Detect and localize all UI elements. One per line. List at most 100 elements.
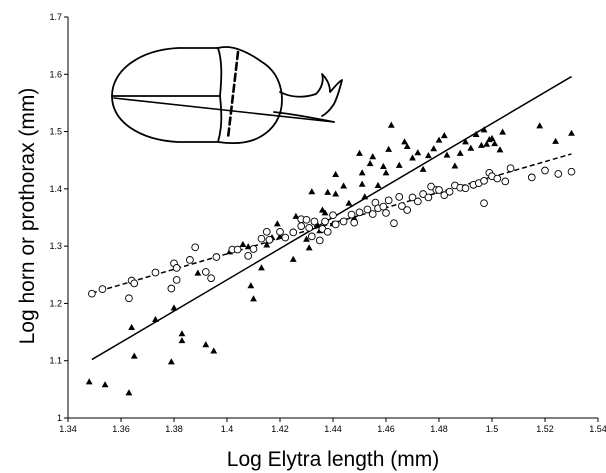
data-point-circle xyxy=(384,196,393,205)
x-tick-label: 1.42 xyxy=(271,424,289,434)
data-point-triangle xyxy=(324,188,332,195)
data-point-triangle xyxy=(536,122,544,129)
data-point-triangle xyxy=(85,378,93,385)
x-tick-label: 1.5 xyxy=(486,424,499,434)
data-point-circle xyxy=(323,227,332,236)
data-point-triangle xyxy=(178,330,186,337)
data-point-triangle xyxy=(292,212,300,219)
data-point-circle xyxy=(480,176,488,185)
data-point-triangle xyxy=(483,140,491,147)
data-point-triangle xyxy=(350,214,358,221)
data-point-triangle xyxy=(258,264,265,271)
data-point-circle xyxy=(172,276,181,284)
data-point-triangle xyxy=(303,235,310,242)
y-tick-label: 1.2 xyxy=(49,298,62,308)
data-point-triangle xyxy=(239,240,247,247)
prothorax-measure-line xyxy=(226,50,240,140)
data-point-circle xyxy=(395,193,404,201)
data-point-triangle xyxy=(130,352,138,359)
data-point-triangle xyxy=(250,295,257,302)
data-point-circle xyxy=(390,219,398,228)
data-point-circle xyxy=(167,284,176,293)
data-point-circle xyxy=(172,264,181,272)
x-tick-label: 1.34 xyxy=(59,424,77,434)
x-axis-title: Log Elytra length (mm) xyxy=(227,448,439,471)
data-point-triangle xyxy=(491,140,499,147)
elytra-measure-line xyxy=(113,97,335,123)
data-point-triangle xyxy=(414,149,422,156)
data-point-circle xyxy=(403,206,412,214)
data-point-circle xyxy=(461,184,470,193)
data-point-circle xyxy=(244,252,253,260)
data-point-triangle xyxy=(467,144,475,151)
data-point-triangle xyxy=(273,220,281,227)
data-point-triangle xyxy=(462,138,469,145)
data-point-circle xyxy=(233,245,242,254)
beetle-prothorax-outline xyxy=(217,46,283,145)
data-point-triangle xyxy=(289,255,297,262)
beetle-horn-upper xyxy=(279,73,343,117)
y-tick-label: 1.7 xyxy=(49,12,62,22)
x-tick-label: 1.44 xyxy=(324,424,342,434)
data-point-circle xyxy=(289,228,298,237)
data-point-triangle xyxy=(358,169,366,176)
data-point-circle xyxy=(315,236,324,245)
data-point-triangle xyxy=(101,381,109,388)
y-tick-label: 1.4 xyxy=(49,184,62,194)
data-point-triangle xyxy=(443,151,451,158)
data-point-circle xyxy=(398,202,406,210)
data-point-circle xyxy=(350,218,359,227)
data-point-triangle xyxy=(345,199,353,206)
data-point-circle xyxy=(368,210,377,218)
data-point-circle xyxy=(493,174,502,183)
data-point-circle xyxy=(276,227,284,236)
beetle-elytra-outline xyxy=(111,47,223,143)
data-point-triangle xyxy=(167,358,175,365)
data-point-circle xyxy=(554,170,563,178)
data-point-circle xyxy=(440,191,449,200)
data-point-circle xyxy=(413,197,422,206)
data-point-triangle xyxy=(403,142,411,149)
data-point-circle xyxy=(419,190,427,198)
x-tick-label: 1.46 xyxy=(377,424,395,434)
data-point-triangle xyxy=(552,137,560,144)
data-point-triangle xyxy=(488,134,496,141)
data-point-circle xyxy=(382,209,390,217)
data-point-triangle xyxy=(440,131,448,139)
data-point-circle xyxy=(281,233,290,242)
data-point-circle xyxy=(321,217,329,226)
data-point-triangle xyxy=(332,190,340,197)
data-point-triangle xyxy=(125,389,133,396)
data-point-circle xyxy=(297,222,306,230)
data-point-triangle xyxy=(340,182,348,189)
y-tick-label: 1.1 xyxy=(49,356,62,366)
x-tick-label: 1.54 xyxy=(589,424,606,434)
data-point-circle xyxy=(151,268,160,277)
data-point-circle xyxy=(207,274,215,283)
data-point-triangle xyxy=(321,209,329,216)
data-point-circle xyxy=(331,220,340,229)
data-point-triangle xyxy=(194,269,202,276)
data-point-circle xyxy=(379,202,388,211)
data-point-triangle xyxy=(152,315,159,322)
data-point-circle xyxy=(249,245,258,253)
data-point-circle xyxy=(339,217,348,226)
x-axis-ticks: 1.34 1.36 1.38 1.4 1.42 1.44 1.46 1.48 1.5 1.52 1.… xyxy=(59,418,606,434)
data-point-circle xyxy=(257,234,266,243)
data-point-triangle xyxy=(424,152,432,159)
data-point-triangle xyxy=(374,181,382,188)
data-point-triangle xyxy=(358,180,366,187)
data-points xyxy=(85,121,576,396)
data-point-circle xyxy=(480,199,488,208)
data-point-triangle xyxy=(178,337,186,344)
data-point-triangle xyxy=(369,153,377,160)
y-axis-title: Log horn or prothorax (mm) xyxy=(16,88,39,345)
x-tick-label: 1.38 xyxy=(165,424,183,434)
data-point-circle xyxy=(347,210,356,219)
data-point-triangle xyxy=(128,323,136,331)
data-point-circle xyxy=(305,223,314,232)
data-point-circle xyxy=(310,217,319,226)
data-point-triangle xyxy=(305,244,313,251)
